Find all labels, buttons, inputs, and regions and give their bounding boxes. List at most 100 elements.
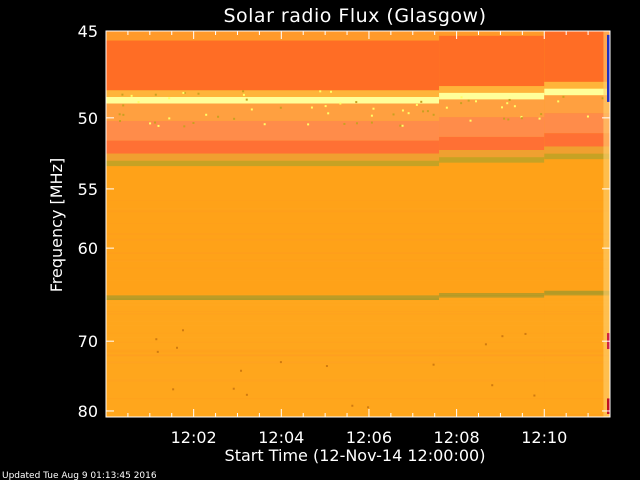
texture-streak bbox=[106, 341, 610, 343]
speckle bbox=[172, 388, 175, 391]
speckle bbox=[339, 102, 342, 105]
band-4-seg-1 bbox=[439, 99, 545, 118]
speckle bbox=[319, 90, 322, 93]
texture-streak bbox=[106, 238, 610, 241]
speckle bbox=[245, 393, 248, 396]
x-axis: 12:02 12:04 12:06 12:08 12:10 bbox=[127, 31, 589, 447]
speckle bbox=[432, 363, 435, 366]
texture-streak bbox=[106, 313, 610, 315]
texture-streak bbox=[106, 199, 610, 201]
speckle bbox=[415, 103, 418, 106]
band-9-seg-1 bbox=[439, 162, 545, 294]
speckle bbox=[232, 387, 235, 390]
speckle bbox=[484, 343, 487, 346]
texture-streak bbox=[106, 303, 610, 306]
texture-streak bbox=[106, 280, 610, 282]
speckle bbox=[119, 120, 122, 123]
speckle bbox=[155, 338, 158, 341]
texture-streak bbox=[106, 398, 610, 400]
texture-streak bbox=[106, 379, 610, 382]
texture-streak bbox=[106, 277, 610, 280]
speckle bbox=[327, 112, 330, 115]
texture-streak bbox=[106, 232, 610, 235]
texture-streak bbox=[106, 296, 610, 299]
speckle bbox=[279, 106, 282, 109]
speckle bbox=[460, 96, 463, 99]
speckle bbox=[168, 117, 171, 120]
texture-streak bbox=[106, 361, 610, 364]
speckle bbox=[217, 115, 220, 118]
speckle bbox=[245, 98, 248, 101]
speckle bbox=[122, 104, 125, 107]
speckle bbox=[168, 97, 171, 100]
plot-border bbox=[105, 30, 611, 418]
texture-streak bbox=[106, 300, 610, 303]
speckle bbox=[242, 90, 245, 93]
speckle bbox=[520, 117, 523, 120]
texture-streak bbox=[106, 251, 610, 254]
texture-streak bbox=[106, 354, 610, 356]
y-axis-label: Frequency [MHz] bbox=[47, 158, 66, 292]
edge-column bbox=[603, 31, 610, 417]
speckle bbox=[533, 394, 536, 397]
speckle bbox=[467, 99, 470, 102]
speckle bbox=[183, 91, 186, 94]
edge-mark bbox=[607, 398, 610, 415]
speckle bbox=[524, 332, 527, 335]
y-tick-label: 70 bbox=[78, 332, 98, 351]
speckle bbox=[401, 109, 404, 112]
speckle bbox=[233, 117, 236, 120]
texture-streak bbox=[106, 332, 610, 334]
speckle bbox=[325, 365, 328, 368]
speckle bbox=[157, 124, 160, 127]
speckle bbox=[586, 115, 589, 118]
texture-streak bbox=[106, 361, 610, 364]
band-3-seg-2 bbox=[544, 88, 610, 96]
band-5-seg-0 bbox=[106, 120, 440, 141]
speckle bbox=[183, 125, 186, 128]
band-6-seg-2 bbox=[544, 133, 610, 147]
speckle bbox=[330, 90, 333, 93]
band-7-seg-2 bbox=[544, 146, 610, 154]
band-10-seg-1 bbox=[439, 293, 545, 298]
band-11-seg-2 bbox=[544, 295, 610, 415]
texture-streak bbox=[106, 261, 610, 263]
speckle bbox=[475, 100, 478, 103]
texture-streak bbox=[106, 260, 610, 263]
texture-streak bbox=[106, 349, 610, 352]
band-0-seg-0 bbox=[106, 31, 440, 41]
speckle bbox=[154, 121, 157, 124]
x-tick-label: 12:04 bbox=[258, 428, 304, 447]
texture-streak bbox=[106, 353, 610, 356]
speckle bbox=[540, 113, 543, 116]
chart-title: Solar radio Flux (Glasgow) bbox=[223, 5, 486, 27]
speckle bbox=[343, 122, 346, 125]
band-9-seg-2 bbox=[544, 159, 610, 291]
y-axis: 45 50 55 60 70 80 bbox=[78, 22, 610, 421]
speckle bbox=[508, 98, 511, 101]
speckle bbox=[175, 346, 178, 349]
band-1-seg-0 bbox=[106, 40, 440, 91]
texture-streak bbox=[106, 223, 610, 225]
band-8-seg-2 bbox=[544, 153, 610, 160]
speckle bbox=[121, 93, 124, 96]
speckle bbox=[156, 350, 159, 353]
texture-streak bbox=[106, 336, 610, 338]
texture-streak bbox=[106, 293, 610, 295]
band-2-seg-1 bbox=[439, 86, 545, 93]
texture-streak bbox=[106, 252, 610, 255]
band-1-seg-1 bbox=[439, 35, 545, 87]
band-0-seg-1 bbox=[439, 31, 545, 36]
band-5-seg-2 bbox=[544, 113, 610, 134]
speckle bbox=[562, 95, 565, 98]
speckle bbox=[401, 124, 404, 127]
band-8-seg-0 bbox=[106, 160, 440, 167]
y-tick-label: 60 bbox=[78, 239, 98, 258]
speckle bbox=[250, 108, 253, 111]
speckle bbox=[182, 91, 185, 94]
speckle bbox=[205, 113, 208, 116]
speckle bbox=[501, 335, 504, 338]
speckle bbox=[469, 119, 472, 122]
band-3-seg-1 bbox=[439, 92, 545, 100]
